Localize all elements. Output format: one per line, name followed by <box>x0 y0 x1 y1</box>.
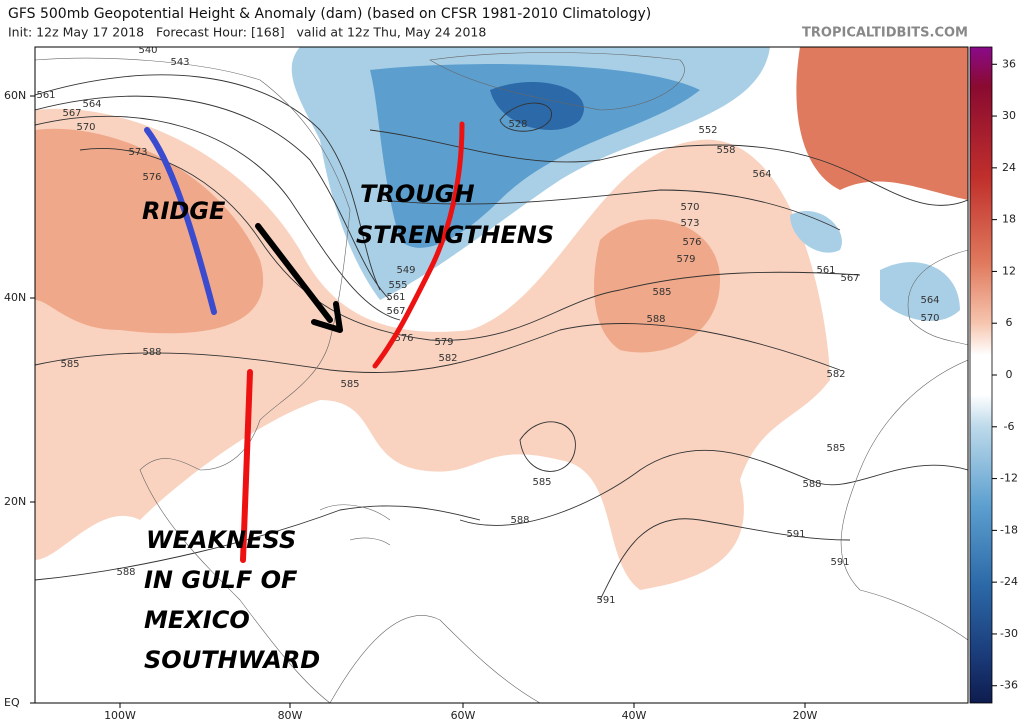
contour-labels: 5405435615645675705735765285525585645705… <box>36 45 939 606</box>
contour-label: 549 <box>396 265 415 276</box>
contour-label: 564 <box>82 99 101 110</box>
contour-label: 564 <box>752 169 771 180</box>
contour-label: 576 <box>682 237 701 248</box>
colorbar-label: 24 <box>1002 161 1016 174</box>
weakness-line <box>240 369 253 563</box>
anomaly-trough-core <box>490 81 584 130</box>
contour-label: 582 <box>826 369 845 380</box>
contour-label: 585 <box>826 443 845 454</box>
lat-label: 60N <box>4 89 26 102</box>
contour-label: 561 <box>386 292 405 303</box>
colorbar-label: -12 <box>1000 472 1018 485</box>
contours <box>35 74 968 601</box>
colorbar-label: -18 <box>1000 523 1018 536</box>
lon-label: 80W <box>278 709 303 722</box>
contour-label: 552 <box>698 125 717 136</box>
colorbar-label: 30 <box>1002 109 1016 122</box>
contour-label: 582 <box>438 353 457 364</box>
annotation-weakness: IN GULF OF <box>144 566 298 594</box>
contour-label: 576 <box>394 333 413 344</box>
map-frame <box>34 46 969 704</box>
subtitle: Init: 12z May 17 2018 Forecast Hour: [16… <box>8 25 486 40</box>
annotation-weakness: MEXICO <box>144 606 250 634</box>
contour-label: 585 <box>340 379 359 390</box>
contour-label: 570 <box>920 313 939 324</box>
title: GFS 500mb Geopotential Height & Anomaly … <box>8 6 651 22</box>
lon-label: 40W <box>622 709 647 722</box>
contour-label: 576 <box>142 172 161 183</box>
lat-label: 20N <box>4 495 26 508</box>
ridge-line <box>144 127 217 315</box>
colorbar-label: -30 <box>1000 627 1018 640</box>
contour-label: 528 <box>508 119 527 130</box>
colorbar-label: -24 <box>1000 575 1018 588</box>
contour-label: 588 <box>510 515 529 526</box>
contour-label: 588 <box>142 347 161 358</box>
coastlines <box>35 52 968 703</box>
contour-label: 588 <box>116 567 135 578</box>
contour-label: 585 <box>532 477 551 488</box>
axes: 60N 40N 20N EQ 100W 80W 60W 40W 20W 36 30 24 18 12 6 0 -… <box>4 57 1018 722</box>
contour-label: 570 <box>76 122 95 133</box>
colorbar-label: 6 <box>1006 316 1013 329</box>
annotation-weakness: SOUTHWARD <box>144 646 320 674</box>
arrow <box>255 223 343 333</box>
anomaly-central <box>594 219 720 353</box>
contour-label: 567 <box>62 108 81 119</box>
contour-label: 540 <box>138 45 157 56</box>
contour-label: 573 <box>128 147 147 158</box>
colorbar-label: -6 <box>1004 420 1015 433</box>
contour-label: 558 <box>716 145 735 156</box>
contour-label: 567 <box>840 273 859 284</box>
anomaly-cutoff <box>790 210 960 321</box>
annotation-trough: STRENGTHENS <box>356 221 554 249</box>
contour-label: 579 <box>434 337 453 348</box>
contour-label: 585 <box>652 287 671 298</box>
contour-label: 591 <box>596 595 615 606</box>
lon-label: 20W <box>793 709 818 722</box>
colorbar-label: 36 <box>1002 57 1016 70</box>
lon-label: 60W <box>451 709 476 722</box>
annotation-ridge: RIDGE <box>142 197 226 225</box>
contour-label: 561 <box>816 265 835 276</box>
contour-label: 567 <box>386 306 405 317</box>
contour-label: 555 <box>388 280 407 291</box>
map: 5405435615645675705735765285525585645705… <box>35 45 968 703</box>
contour-label: 564 <box>920 295 939 306</box>
lat-label: EQ <box>4 696 20 709</box>
colorbar-label: 12 <box>1002 264 1016 277</box>
watermark: TROPICALTIDBITS.COM <box>802 26 968 41</box>
lon-label: 100W <box>104 709 136 722</box>
trough-line <box>372 121 465 369</box>
anomaly-ne <box>796 47 968 200</box>
colorbar <box>969 46 993 704</box>
annotation-trough: TROUGH <box>360 180 475 208</box>
lat-label: 40N <box>4 291 26 304</box>
contour-label: 579 <box>676 254 695 265</box>
contour-label: 570 <box>680 202 699 213</box>
contour-label: 588 <box>646 314 665 325</box>
contour-label: 591 <box>786 529 805 540</box>
contour-label: 588 <box>802 479 821 490</box>
annotation-weakness: WEAKNESS <box>146 526 296 554</box>
contour-label: 561 <box>36 90 55 101</box>
contour-label: 573 <box>680 218 699 229</box>
colorbar-label: -36 <box>1000 679 1018 692</box>
colorbar-label: 0 <box>1006 368 1013 381</box>
contour-label: 585 <box>60 359 79 370</box>
colorbar-label: 18 <box>1002 213 1016 226</box>
contour-label: 543 <box>170 57 189 68</box>
contour-label: 591 <box>830 557 849 568</box>
